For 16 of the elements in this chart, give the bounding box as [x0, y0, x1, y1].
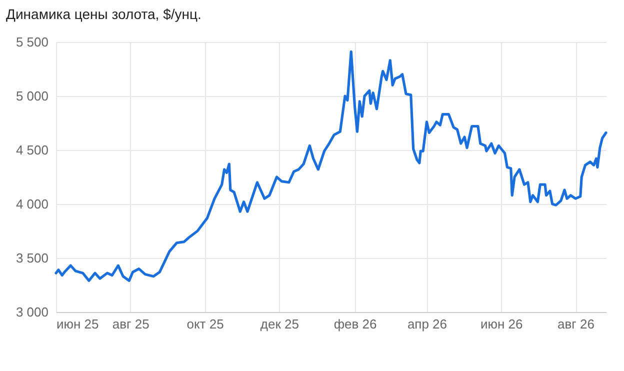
y-tick-label: 4 500 — [16, 142, 48, 158]
x-tick-label: фев 26 — [334, 316, 377, 332]
x-tick-label: авг 25 — [112, 316, 150, 332]
y-tick-label: 4 000 — [16, 196, 48, 212]
line-series — [54, 50, 608, 282]
x-tick-label: авг 26 — [558, 316, 594, 332]
y-tick-label: 5 500 — [16, 34, 48, 50]
y-tick-label: 5 000 — [16, 88, 48, 104]
x-tick-label: дек 25 — [260, 316, 299, 332]
chart-title: Динамика цены золота, $/унц. — [6, 6, 202, 22]
y-tick-label: 3 500 — [16, 250, 48, 266]
x-tick-label: июн 25 — [56, 316, 99, 332]
x-tick-label: июн 26 — [480, 316, 523, 332]
x-tick-label: окт 25 — [186, 316, 224, 332]
x-tick-label: апр 26 — [407, 316, 448, 332]
y-tick-label: 3 000 — [16, 304, 48, 320]
